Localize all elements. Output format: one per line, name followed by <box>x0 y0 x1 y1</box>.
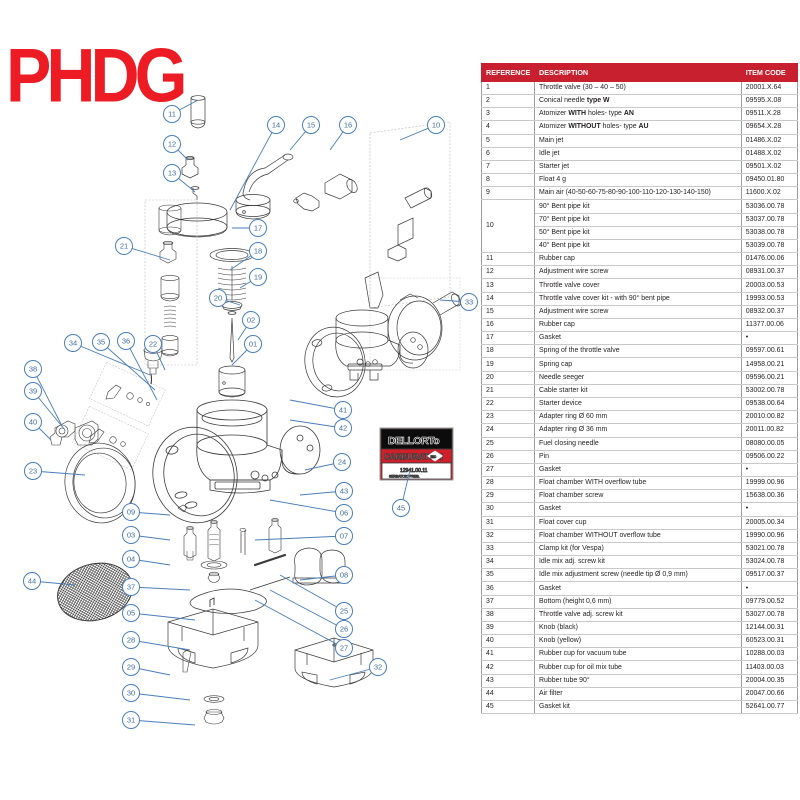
svg-text:38: 38 <box>29 365 37 374</box>
svg-text:43: 43 <box>340 487 348 496</box>
svg-text:35: 35 <box>97 338 105 347</box>
svg-text:12941.00.11: 12941.00.11 <box>400 468 428 474</box>
svg-text:33: 33 <box>465 298 473 307</box>
svg-text:15: 15 <box>307 121 315 130</box>
svg-text:14: 14 <box>272 121 280 130</box>
svg-text:13: 13 <box>168 169 176 178</box>
svg-text:09: 09 <box>127 508 135 517</box>
svg-text:17: 17 <box>254 224 262 233</box>
svg-text:SERBATOIO PRES.: SERBATOIO PRES. <box>389 475 420 479</box>
svg-text:16: 16 <box>344 121 352 130</box>
svg-text:IEC: IEC <box>431 455 437 459</box>
svg-text:26: 26 <box>340 625 348 634</box>
svg-text:25: 25 <box>340 607 348 616</box>
svg-text:23: 23 <box>29 467 37 476</box>
svg-text:39: 39 <box>29 387 37 396</box>
svg-text:18: 18 <box>254 247 262 256</box>
svg-text:DELLORTo: DELLORTo <box>388 435 439 447</box>
svg-text:40: 40 <box>29 418 37 427</box>
svg-text:07: 07 <box>340 532 348 541</box>
svg-text:34: 34 <box>69 339 77 348</box>
svg-text:05: 05 <box>127 609 135 618</box>
svg-text:42: 42 <box>339 424 347 433</box>
svg-text:06: 06 <box>340 509 348 518</box>
svg-text:28: 28 <box>127 636 135 645</box>
svg-text:32: 32 <box>374 663 382 672</box>
svg-text:31: 31 <box>127 716 135 725</box>
svg-text:08: 08 <box>340 571 348 580</box>
svg-text:20: 20 <box>214 294 222 303</box>
svg-text:45: 45 <box>397 504 405 513</box>
svg-text:24: 24 <box>338 458 346 467</box>
svg-text:27: 27 <box>340 644 348 653</box>
svg-text:12: 12 <box>168 140 176 149</box>
svg-text:37: 37 <box>127 583 135 592</box>
svg-text:36: 36 <box>122 337 130 346</box>
svg-text:22: 22 <box>149 340 157 349</box>
svg-text:30: 30 <box>127 689 135 698</box>
svg-text:29: 29 <box>127 663 135 672</box>
svg-text:04: 04 <box>127 555 135 564</box>
svg-text:02: 02 <box>247 316 255 325</box>
svg-text:03: 03 <box>127 531 135 540</box>
svg-text:01: 01 <box>249 340 257 349</box>
svg-text:41: 41 <box>339 406 347 415</box>
svg-text:21: 21 <box>120 242 128 251</box>
svg-text:44: 44 <box>28 577 36 586</box>
svg-text:19: 19 <box>254 273 262 282</box>
svg-text:10: 10 <box>432 121 440 130</box>
